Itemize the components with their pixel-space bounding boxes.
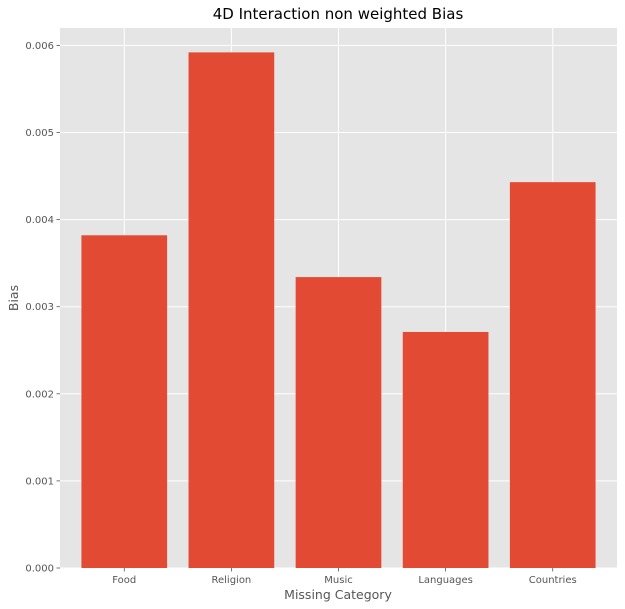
x-axis-label: Missing Category: [284, 587, 392, 602]
y-tick-label: 0.006: [25, 41, 54, 52]
y-tick-label: 0.002: [25, 389, 54, 400]
x-tick-label: Countries: [529, 575, 577, 586]
bar-music: [295, 277, 382, 568]
bars: [81, 52, 596, 569]
chart-title: 4D Interaction non weighted Bias: [213, 5, 464, 23]
y-tick-label: 0.005: [25, 128, 54, 139]
x-tick-label: Music: [324, 575, 352, 586]
x-tick-label: Food: [112, 575, 136, 586]
y-tick-label: 0.001: [25, 476, 54, 487]
y-tick-label: 0.004: [25, 215, 54, 226]
y-tick-label: 0.000: [25, 564, 54, 575]
x-axis-ticks: Food Religion Music Languages Countries: [112, 568, 577, 586]
y-axis-label: Bias: [6, 285, 21, 311]
x-tick-label: Religion: [211, 575, 251, 586]
y-axis-ticks: 0.000 0.001 0.002 0.003 0.004 0.005 0.006: [25, 41, 60, 575]
bar-religion: [188, 52, 275, 569]
y-tick-label: 0.003: [25, 302, 54, 313]
bar-languages: [402, 331, 489, 568]
bar-countries: [509, 182, 596, 568]
bar-food: [81, 235, 168, 568]
x-tick-label: Languages: [418, 575, 473, 586]
